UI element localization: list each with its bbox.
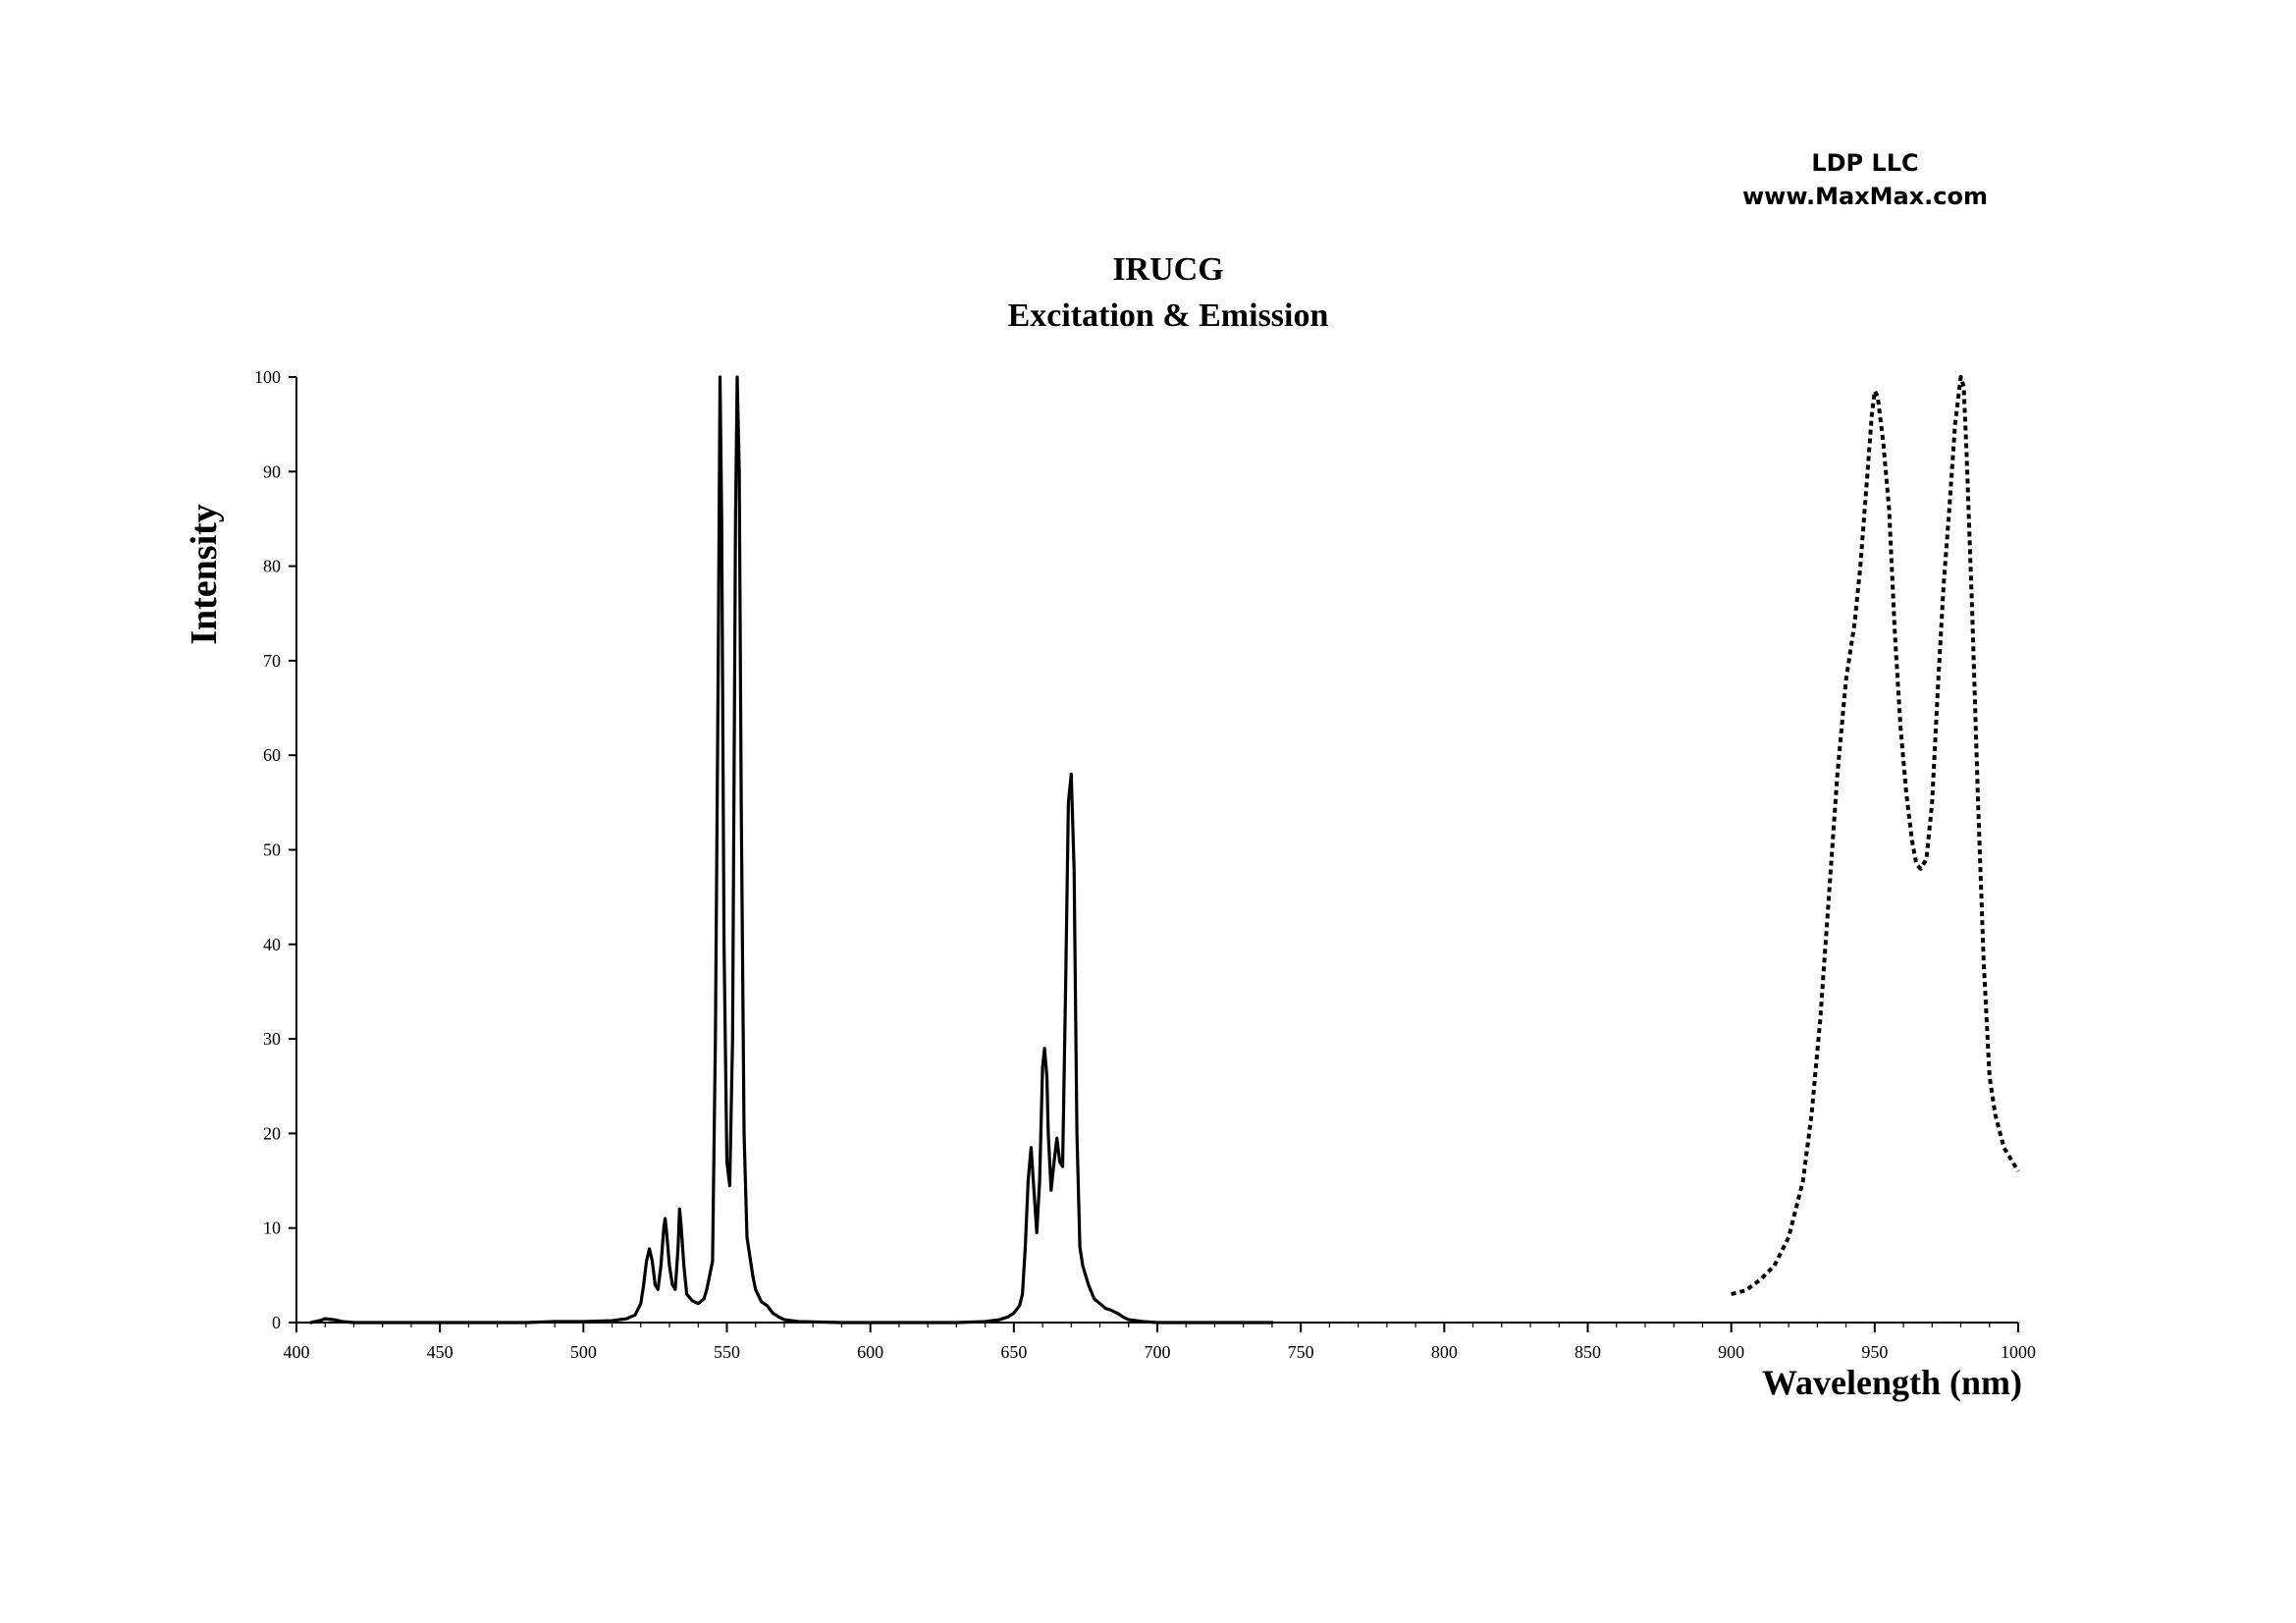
y-tick-label: 20 xyxy=(263,1123,281,1143)
y-tick-label: 10 xyxy=(263,1218,281,1238)
x-tick-label: 450 xyxy=(427,1342,454,1362)
chart-tick-labels: 0 10 20 30 40 50 60 70 80 90 100 400 450 500 550 600 650… xyxy=(254,367,2036,1362)
y-tick-label: 30 xyxy=(263,1029,281,1049)
x-tick-label: 550 xyxy=(714,1342,740,1362)
y-tick-label: 90 xyxy=(263,461,281,481)
y-tick-label: 60 xyxy=(263,745,281,765)
x-axis-label: Wavelength (nm) xyxy=(1762,1363,2022,1402)
y-tick-label: 80 xyxy=(263,557,281,576)
chart-axes xyxy=(289,376,2019,1332)
x-tick-label: 850 xyxy=(1575,1342,1601,1362)
excitation-dotted-series-line xyxy=(1731,375,2020,1297)
y-tick-label: 40 xyxy=(263,935,281,954)
x-tick-label: 650 xyxy=(1000,1342,1027,1362)
y-tick-label: 100 xyxy=(254,367,281,387)
chart-subtitle: Excitation & Emission xyxy=(1007,298,1329,334)
y-tick-label: 70 xyxy=(263,651,281,671)
x-tick-label: 500 xyxy=(570,1342,597,1362)
x-tick-label: 400 xyxy=(284,1342,310,1362)
x-tick-label: 600 xyxy=(857,1342,883,1362)
emission-solid-series-line xyxy=(309,375,1274,1325)
x-tick-label: 750 xyxy=(1288,1342,1314,1362)
company-name: LDP LLC xyxy=(1811,149,1919,177)
chart-title: IRUCG xyxy=(1112,251,1224,288)
company-website: www.MaxMax.com xyxy=(1741,183,1989,210)
y-tick-label: 0 xyxy=(272,1313,281,1332)
x-tick-label: 1000 xyxy=(2001,1342,2036,1362)
x-tick-label: 800 xyxy=(1431,1342,1458,1362)
chart-series xyxy=(309,375,2020,1325)
y-tick-label: 50 xyxy=(263,840,281,860)
x-tick-label: 700 xyxy=(1145,1342,1171,1362)
x-tick-label: 950 xyxy=(1861,1342,1888,1362)
x-tick-label: 900 xyxy=(1718,1342,1744,1362)
